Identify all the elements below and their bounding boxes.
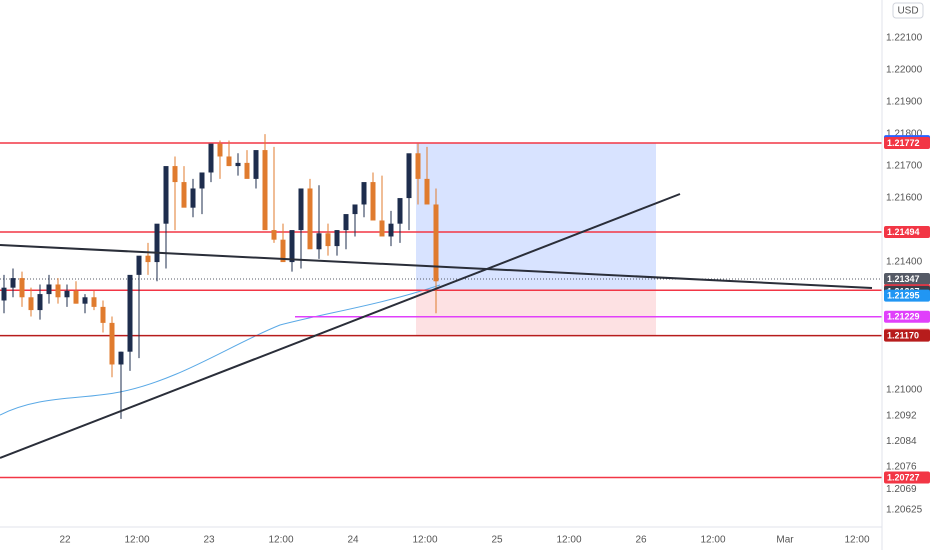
candle-body: [118, 351, 124, 365]
candle-body: [163, 166, 169, 224]
y-tick-label: 1.22000: [886, 65, 923, 76]
candle-body: [154, 223, 160, 263]
price-label-box: [884, 310, 930, 323]
price-label: 1.21229: [887, 312, 920, 322]
price-label: 1.21295: [887, 291, 920, 301]
y-tick-label: 1.2084: [886, 436, 917, 447]
price-label-box: [884, 226, 930, 238]
x-tick-label: 12:00: [268, 535, 293, 546]
price-label: 1.21494: [887, 227, 920, 237]
candle-body: [316, 233, 322, 250]
price-label-box: [884, 289, 930, 302]
candle-body: [208, 143, 214, 173]
y-tick-label: 1.21700: [886, 161, 923, 172]
candle-body: [190, 188, 196, 208]
candle-body: [325, 233, 331, 247]
y-tick-label: 1.2069: [886, 484, 917, 495]
x-tick-label: 22: [59, 535, 71, 546]
price-label-box: [884, 137, 930, 150]
candle-body: [424, 178, 430, 205]
trend-line: [0, 244, 873, 289]
y-tick-label: 1.21400: [886, 257, 923, 268]
price-label: 1.21170: [887, 331, 919, 341]
candle-body: [415, 153, 421, 179]
candle-body: [82, 297, 88, 304]
candle-body: [1, 287, 7, 301]
price-label: 1.21772: [887, 138, 920, 148]
candle-body: [334, 230, 340, 247]
x-tick-label: 12:00: [844, 535, 869, 546]
candle-body: [379, 220, 385, 237]
x-tick-label: 12:00: [556, 535, 581, 546]
y-tick-label: 1.22100: [886, 33, 923, 44]
x-tick-label: 12:00: [412, 535, 437, 546]
price-label-box: [884, 329, 930, 342]
candle-body: [127, 274, 133, 352]
x-tick-label: 25: [491, 535, 503, 546]
candle-body: [100, 306, 106, 323]
x-tick-label: 23: [203, 535, 215, 546]
y-tick-label: 1.2076: [886, 462, 917, 473]
y-tick-label: 1.20625: [886, 505, 923, 516]
x-tick-label: Mar: [776, 535, 794, 546]
price-label: 1.20727: [887, 472, 920, 482]
candle-body: [172, 166, 178, 183]
candle-body: [19, 278, 25, 298]
trend-line: [0, 193, 681, 459]
candle-body: [253, 150, 259, 179]
candle-body: [226, 156, 232, 167]
candle-body: [28, 297, 34, 311]
currency: USD: [897, 6, 918, 17]
candle-body: [91, 297, 97, 307]
candle-body: [199, 172, 205, 189]
candle-body: [370, 182, 376, 221]
candle-body: [352, 204, 358, 215]
candle-body: [361, 182, 367, 205]
candle-body: [235, 162, 241, 167]
currency-box[interactable]: [892, 2, 924, 19]
candle-body: [280, 239, 286, 263]
candle-body: [271, 230, 277, 240]
price-label-box: [884, 273, 930, 286]
candle-body: [136, 255, 142, 275]
x-tick-label: 12:00: [700, 535, 725, 546]
y-tick-label: 1.2092: [886, 410, 917, 421]
candle-body: [433, 204, 439, 282]
candle-body: [397, 198, 403, 224]
x-tick-label: 26: [635, 535, 647, 546]
candle-body: [262, 150, 268, 231]
candle-body: [64, 290, 70, 298]
y-tick-label: 1.21900: [886, 97, 923, 108]
candle-body: [181, 182, 187, 208]
candle-body: [55, 284, 61, 298]
y-tick-label: 1.21600: [886, 193, 923, 204]
candle-body: [145, 255, 151, 263]
candle-body: [244, 162, 250, 179]
candle-body: [388, 223, 394, 237]
candle-body: [343, 214, 349, 231]
y-tick-label: 1.21800: [886, 129, 923, 140]
candle-body: [73, 290, 79, 304]
price-label-box: [884, 471, 930, 484]
x-tick-label: 24: [347, 535, 359, 546]
candle-body: [109, 322, 115, 365]
candle-body: [217, 143, 223, 157]
price-label: 1.21347: [887, 274, 920, 284]
moving-average: [0, 284, 441, 416]
candle-body: [10, 278, 16, 288]
candle-body: [307, 188, 313, 250]
candle-body: [37, 294, 43, 311]
x-tick-label: 12:00: [124, 535, 149, 546]
candle-body: [46, 284, 52, 295]
y-tick-label: 1.21000: [886, 385, 923, 396]
target-zone: [416, 143, 656, 290]
candle-body: [406, 153, 412, 199]
stop-zone: [416, 290, 656, 336]
candle-body: [298, 188, 304, 231]
candle-body: [289, 230, 295, 263]
